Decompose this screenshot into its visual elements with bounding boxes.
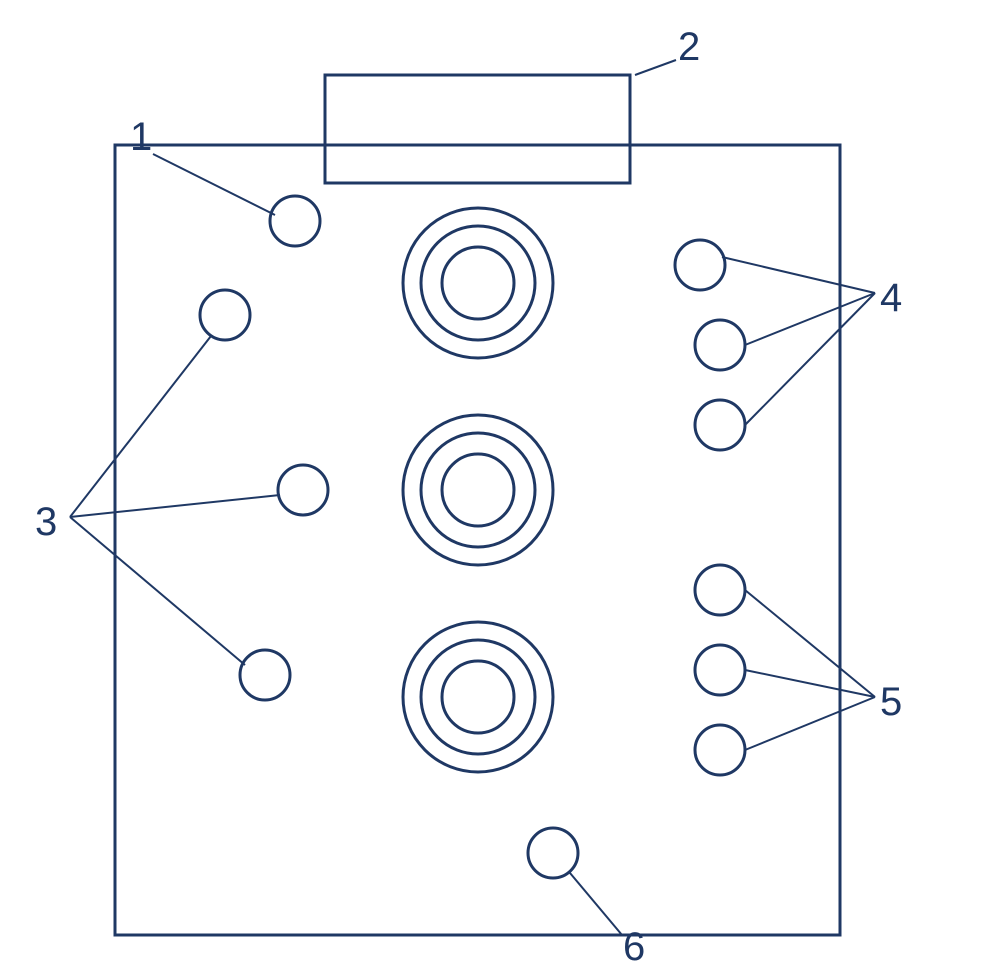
leader-line-0: [153, 154, 275, 215]
concentric-ring-2: [442, 661, 514, 733]
concentric-ring-2: [403, 622, 553, 772]
leader-line-6: [745, 293, 875, 345]
concentric-ring-1: [421, 433, 535, 547]
label-6: 6: [623, 925, 645, 970]
concentric-ring-0: [403, 208, 553, 358]
circle-left-1: [278, 465, 328, 515]
leader-line-5: [722, 257, 875, 293]
main-body-rect: [115, 145, 840, 935]
leader-line-10: [745, 697, 875, 750]
concentric-ring-0: [421, 226, 535, 340]
circle-right-bottom-0: [695, 565, 745, 615]
concentric-ring-1: [403, 415, 553, 565]
circle-right-bottom-2: [695, 725, 745, 775]
leader-line-4: [70, 517, 245, 665]
leader-line-7: [745, 293, 875, 425]
circle-bottom: [528, 828, 578, 878]
label-3: 3: [35, 500, 57, 545]
circle-right-bottom-1: [695, 645, 745, 695]
label-1: 1: [130, 115, 152, 160]
circle-left-2: [240, 650, 290, 700]
leader-line-2: [70, 336, 211, 517]
concentric-ring-0: [442, 247, 514, 319]
leader-line-3: [70, 495, 280, 517]
concentric-ring-1: [442, 454, 514, 526]
concentric-ring-2: [421, 640, 535, 754]
leader-line-11: [570, 873, 622, 935]
leader-line-8: [745, 590, 875, 697]
label-2: 2: [678, 25, 700, 70]
label-5: 5: [880, 680, 902, 725]
leader-line-1: [635, 60, 676, 75]
circle-right-top-1: [695, 320, 745, 370]
technical-diagram: 1 2 3 4 5 6: [0, 0, 1000, 971]
top-rect: [325, 75, 630, 183]
circle-right-top-0: [675, 240, 725, 290]
label-4: 4: [880, 276, 902, 321]
circle-left-0: [200, 290, 250, 340]
circle-right-top-2: [695, 400, 745, 450]
circle-label-1: [270, 196, 320, 246]
leader-line-9: [745, 670, 875, 697]
